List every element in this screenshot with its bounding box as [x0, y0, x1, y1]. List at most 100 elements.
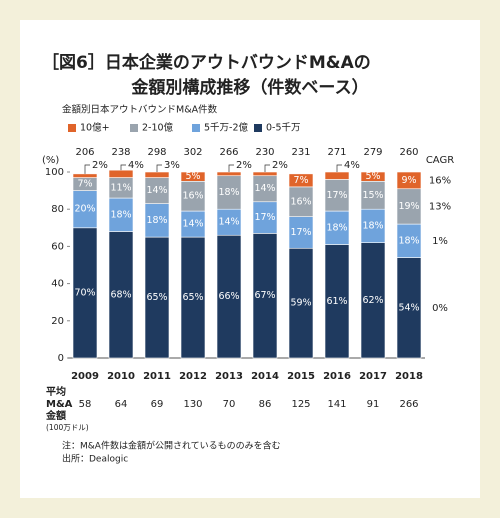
bar-segment [252, 171, 278, 177]
value-label: 66% [218, 291, 239, 302]
value-label: 18% [398, 235, 419, 246]
callout-line [120, 164, 126, 171]
value-label: 7% [77, 179, 92, 190]
value-label: 14% [254, 183, 275, 194]
total-label: 271 [327, 147, 346, 158]
value-label: 18% [362, 220, 383, 231]
bar-segment [216, 171, 242, 177]
bar-segment [360, 181, 386, 210]
value-label: 65% [146, 292, 167, 303]
bar-segment [288, 216, 314, 249]
value-label: 5% [365, 171, 380, 182]
value-label: 2% [272, 160, 288, 171]
callout-line [84, 164, 90, 174]
value-label: 9% [401, 175, 416, 186]
bar-segment [144, 171, 170, 178]
avg-row-label: 平均 [46, 385, 66, 398]
value-label: 2% [236, 160, 252, 171]
x-tick-label: 2010 [107, 371, 135, 382]
legend-label: 2-10億 [142, 122, 174, 134]
legend-swatch [130, 124, 138, 132]
note: 注：M&A件数は金額が公開されているもののみを含む [62, 440, 281, 452]
value-label: 59% [290, 298, 311, 309]
bar-segment [108, 231, 134, 359]
value-label: 67% [254, 290, 275, 301]
bar-segment [108, 197, 134, 232]
value-label: 17% [326, 190, 347, 201]
bar-segment [396, 223, 422, 258]
avg-row-label: 金額 [45, 409, 66, 422]
bar-segment [108, 169, 134, 178]
legend-swatch [68, 124, 76, 132]
bar-segment [324, 179, 350, 212]
avg-value: 69 [151, 399, 164, 410]
y-tick-label: 100 [45, 167, 64, 178]
cagr-title: CAGR [426, 155, 454, 166]
total-label: 230 [255, 147, 274, 158]
bar-segment [324, 244, 350, 359]
bar-segment [72, 190, 98, 229]
legend-label: 0-5千万 [266, 123, 301, 134]
y-axis-label: (%) [42, 155, 59, 166]
bar-segment [180, 236, 206, 359]
avg-value: 130 [183, 399, 202, 410]
value-label: 18% [146, 215, 167, 226]
cagr-value: 16% [429, 175, 451, 186]
value-label: 18% [110, 209, 131, 220]
callout-line [264, 164, 270, 172]
avg-row-label: M&A [46, 399, 73, 410]
total-label: 231 [291, 147, 310, 158]
value-label: 4% [128, 160, 144, 171]
note: 出所：Dealogic [62, 453, 128, 465]
bar-segment [360, 242, 386, 359]
value-label: 19% [398, 201, 419, 212]
bar-segment [396, 188, 422, 225]
bar-segment [144, 177, 170, 204]
callout-line [156, 164, 162, 172]
value-label: 61% [326, 296, 347, 307]
avg-value: 58 [79, 399, 92, 410]
value-label: 70% [74, 287, 95, 298]
value-label: 17% [290, 227, 311, 238]
value-label: 14% [182, 219, 203, 230]
value-label: 62% [362, 295, 383, 306]
bar-segment [360, 208, 386, 243]
y-tick-label: 80 [51, 204, 64, 215]
value-label: 7% [293, 175, 308, 186]
cagr-value: 0% [432, 303, 448, 314]
bar-segment [288, 173, 314, 188]
cagr-value: 1% [432, 236, 448, 247]
value-label: 15% [362, 190, 383, 201]
legend-label: 10億+ [80, 122, 110, 134]
subtitle: 金額別日本アウトバウンドM&A件数 [62, 104, 218, 116]
total-label: 266 [219, 147, 238, 158]
value-label: 16% [182, 191, 203, 202]
value-label: 65% [182, 292, 203, 303]
x-tick-label: 2018 [395, 371, 423, 382]
value-label: 18% [326, 222, 347, 233]
value-label: 54% [398, 302, 419, 313]
total-label: 238 [111, 147, 130, 158]
bar-segment [180, 171, 206, 182]
avg-row-label: (100万ドル) [46, 423, 89, 432]
callout-line [336, 164, 342, 172]
bar-segment [252, 233, 278, 359]
value-label: 14% [218, 217, 239, 228]
total-label: 302 [183, 147, 202, 158]
avg-value: 266 [399, 399, 418, 410]
avg-value: 141 [327, 399, 346, 410]
avg-value: 70 [223, 399, 236, 410]
total-label: 260 [399, 147, 418, 158]
bar-segment [216, 234, 242, 359]
bar-segment [360, 171, 386, 182]
legend-swatch [254, 124, 262, 132]
value-label: 14% [146, 185, 167, 196]
bar-segment [252, 201, 278, 234]
bar-segment [216, 208, 242, 236]
x-tick-label: 2016 [323, 371, 351, 382]
avg-value: 125 [291, 399, 310, 410]
value-label: 68% [110, 289, 131, 300]
x-tick-label: 2013 [215, 371, 243, 382]
